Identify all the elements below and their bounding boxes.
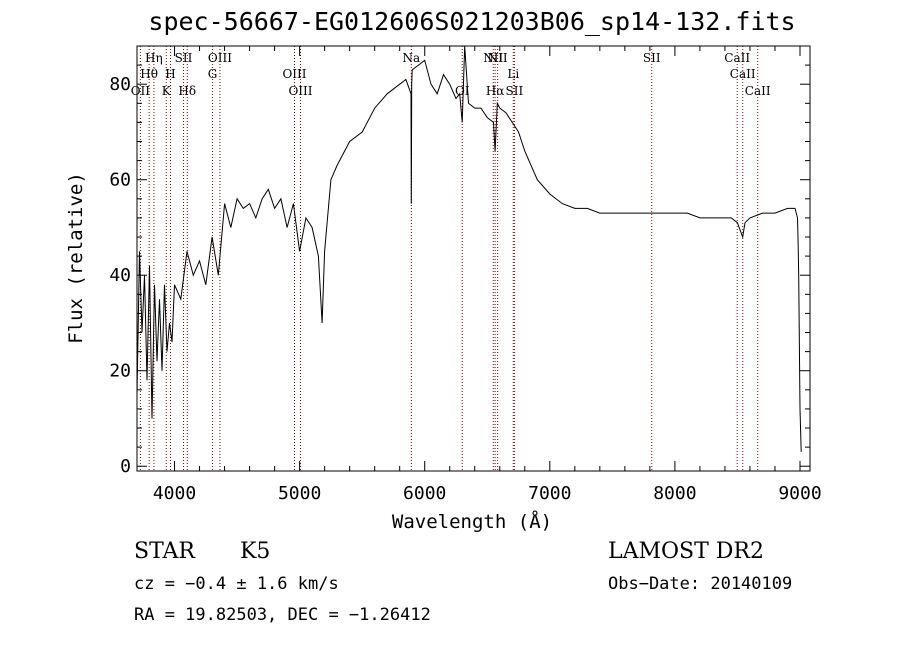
y-tick-label: 0	[120, 456, 131, 477]
redshift-text: cz = −0.4 ± 1.6 km/s	[134, 574, 339, 594]
spectral-line-label: Na	[403, 51, 421, 65]
classification-text: STAR	[134, 539, 196, 564]
y-tick-label: 40	[109, 265, 131, 286]
y-tick-label: 60	[109, 170, 131, 191]
spectral-line-label: OIII	[288, 84, 312, 98]
x-tick-label: 4000	[153, 483, 196, 504]
spectral-line-label: OIII	[208, 51, 232, 65]
y-axis-label: Flux (relative)	[65, 172, 87, 344]
y-tick-label: 80	[109, 74, 131, 95]
spectral-line-label: G	[208, 67, 218, 81]
x-tick-label: 6000	[403, 483, 446, 504]
spectral-line-label: OIII	[282, 67, 306, 81]
spectral-line-label: SII	[506, 84, 524, 98]
survey-text: LAMOST DR2	[608, 539, 764, 564]
chart-title: spec-56667-EG012606S021203B06_sp14-132.f…	[148, 7, 795, 36]
spectral-line-label: CaII	[724, 51, 750, 65]
y-tick-label: 20	[109, 361, 131, 382]
spectral-line-label: NII	[483, 51, 503, 65]
x-tick-label: 5000	[278, 483, 321, 504]
spectral-line-label: Li	[507, 67, 519, 81]
x-tick-label: 7000	[528, 483, 571, 504]
x-tick-label: 8000	[653, 483, 696, 504]
x-axis-ticks: 4000 5000 6000 7000 8000 9000	[153, 46, 822, 504]
spectral-line-label: Hδ	[178, 84, 196, 98]
x-tick-label: 9000	[778, 483, 821, 504]
spectral-line-label: OII	[131, 84, 151, 98]
spectral-line-label: K	[162, 84, 172, 98]
spectral-line-label: SII	[175, 51, 193, 65]
x-axis-label: Wavelength (Å)	[392, 510, 552, 533]
spectral-line-markers	[139, 46, 759, 471]
spectral-line-label: Hη	[145, 51, 163, 65]
coordinates-text: RA = 19.82503, DEC = −1.26412	[134, 605, 431, 625]
spectral-line-label: CaII	[745, 84, 771, 98]
obs-date-text: Obs−Date: 20140109	[608, 574, 792, 594]
spectral-line-label: Hα	[486, 84, 505, 98]
plot-frame	[136, 45, 811, 472]
y-axis-ticks: 0 20 40 60 80	[109, 64, 810, 477]
subclass-text: K5	[240, 539, 270, 564]
spectral-line-label: SII	[643, 51, 661, 65]
spectral-line-label: NII	[488, 51, 508, 65]
spectral-line-label: CaII	[730, 67, 756, 81]
spectral-line-label: H	[165, 67, 175, 81]
spectral-line-label: Hθ	[140, 67, 158, 81]
spectrum-line	[136, 45, 802, 452]
